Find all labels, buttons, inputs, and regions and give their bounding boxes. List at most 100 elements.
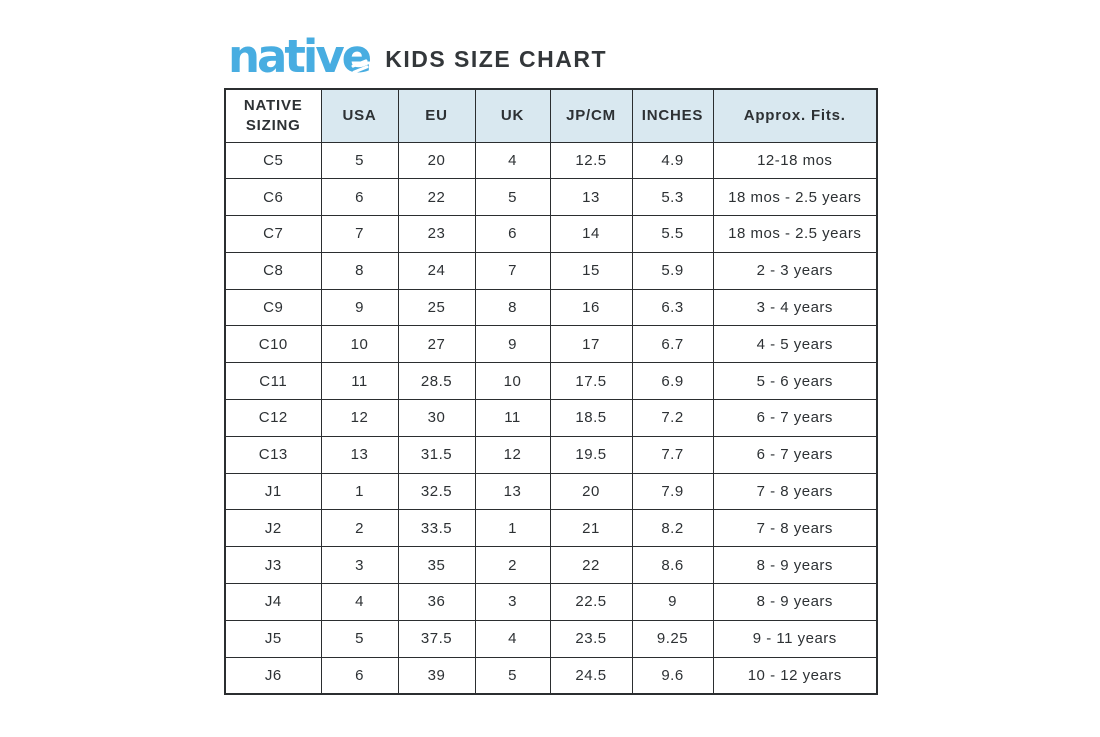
table-cell: 6.7 — [631, 325, 714, 364]
table-cell: 13 — [320, 435, 399, 474]
table-cell: J5 — [224, 619, 322, 658]
table-cell: 31.5 — [397, 435, 476, 474]
table-cell: 5 - 6 years — [712, 362, 878, 401]
table-cell: 12.5 — [549, 141, 633, 180]
column-header: Approx. Fits. — [712, 88, 878, 143]
table-cell: C12 — [224, 399, 322, 437]
column-header: EU — [397, 88, 476, 143]
table-cell: 25 — [397, 288, 476, 327]
table-cell: 6.9 — [631, 362, 714, 401]
table-row: J1 1 32.5 13 20 7.9 7 - 8 years — [224, 472, 878, 511]
table-cell: 18 mos - 2.5 years — [712, 215, 878, 253]
size-chart-table: NATIVE SIZING USA EU UK JP/CM INCHES Approx. F… — [224, 88, 878, 695]
table-cell: 5.9 — [631, 251, 714, 290]
table-cell: 8 - 9 years — [712, 546, 878, 585]
table-cell: 30 — [397, 399, 476, 437]
table-row: C9 9 25 8 16 6.3 3 - 4 years — [224, 288, 878, 327]
table-cell: 9 — [320, 288, 399, 327]
table-cell: 9 - 11 years — [712, 619, 878, 658]
table-cell: 35 — [397, 546, 476, 585]
native-logo: native — [228, 34, 372, 80]
table-cell: 11 — [320, 362, 399, 401]
table-row: J5 5 37.5 4 23.5 9.25 9 - 11 years — [224, 619, 878, 658]
table-cell: J1 — [224, 472, 322, 511]
table-row: J3 3 35 2 22 8.6 8 - 9 years — [224, 546, 878, 585]
table-cell: 14 — [549, 215, 633, 253]
table-cell: 12-18 mos — [712, 141, 878, 180]
column-header: JP/CM — [549, 88, 633, 143]
table-cell: 9 — [631, 583, 714, 621]
table-cell: 13 — [549, 178, 633, 217]
table-cell: 23 — [397, 215, 476, 253]
table-cell: 24 — [397, 251, 476, 290]
table-cell: 9.6 — [631, 656, 714, 695]
table-cell: 4 - 5 years — [712, 325, 878, 364]
table-cell: 9.25 — [631, 619, 714, 658]
table-cell: 33.5 — [397, 509, 476, 548]
table-cell: 2 — [474, 546, 551, 585]
table-cell: 8.6 — [631, 546, 714, 585]
table-cell: 8 - 9 years — [712, 583, 878, 621]
table-cell: 21 — [549, 509, 633, 548]
table-cell: 6 — [320, 178, 399, 217]
table-cell: 4 — [474, 141, 551, 180]
table-cell: 7 — [474, 251, 551, 290]
table-cell: C7 — [224, 215, 322, 253]
table-cell: J2 — [224, 509, 322, 548]
table-cell: J4 — [224, 583, 322, 621]
table-cell: 19.5 — [549, 435, 633, 474]
table-cell: 39 — [397, 656, 476, 695]
table-row: C11 11 28.5 10 17.5 6.9 5 - 6 years — [224, 362, 878, 401]
table-cell: 15 — [549, 251, 633, 290]
table-cell: 5 — [320, 619, 399, 658]
table-cell: 10 - 12 years — [712, 656, 878, 695]
table-row: C12 12 30 11 18.5 7.2 6 - 7 years — [224, 399, 878, 437]
table-cell: 17 — [549, 325, 633, 364]
native-logo-text: native — [228, 30, 372, 83]
table-cell: 32.5 — [397, 472, 476, 511]
column-header: INCHES — [631, 88, 714, 143]
table-row: J2 2 33.5 1 21 8.2 7 - 8 years — [224, 509, 878, 548]
table-cell: 5 — [474, 656, 551, 695]
table-cell: C8 — [224, 251, 322, 290]
table-cell: 2 — [320, 509, 399, 548]
column-header: UK — [474, 88, 551, 143]
table-cell: 3 — [320, 546, 399, 585]
size-chart-body: C5 5 20 4 12.5 4.9 12-18 mos C6 6 22 5 13 5.3 18 mos … — [224, 141, 878, 695]
table-cell: 6 - 7 years — [712, 435, 878, 474]
table-cell: C13 — [224, 435, 322, 474]
table-row: C7 7 23 6 14 5.5 18 mos - 2.5 years — [224, 215, 878, 253]
table-cell: 8.2 — [631, 509, 714, 548]
table-cell: 4 — [474, 619, 551, 658]
table-cell: 5.5 — [631, 215, 714, 253]
table-cell: 28.5 — [397, 362, 476, 401]
table-cell: 7 — [320, 215, 399, 253]
table-cell: 3 - 4 years — [712, 288, 878, 327]
table-cell: C5 — [224, 141, 322, 180]
table-cell: 10 — [320, 325, 399, 364]
table-cell: 8 — [320, 251, 399, 290]
table-cell: 10 — [474, 362, 551, 401]
table-row: C8 8 24 7 15 5.9 2 - 3 years — [224, 251, 878, 290]
table-cell: 17.5 — [549, 362, 633, 401]
table-cell: 5.3 — [631, 178, 714, 217]
table-cell: 20 — [549, 472, 633, 511]
table-cell: 1 — [320, 472, 399, 511]
table-cell: 7.7 — [631, 435, 714, 474]
table-cell: 5 — [474, 178, 551, 217]
table-cell: 4 — [320, 583, 399, 621]
table-cell: 8 — [474, 288, 551, 327]
table-cell: C9 — [224, 288, 322, 327]
table-cell: 7.9 — [631, 472, 714, 511]
table-cell: 22 — [397, 178, 476, 217]
table-cell: J3 — [224, 546, 322, 585]
table-cell: 6.3 — [631, 288, 714, 327]
table-cell: 13 — [474, 472, 551, 511]
table-cell: 16 — [549, 288, 633, 327]
table-cell: 20 — [397, 141, 476, 180]
table-cell: 22.5 — [549, 583, 633, 621]
table-cell: 7 - 8 years — [712, 509, 878, 548]
table-row: J4 4 36 3 22.5 9 8 - 9 years — [224, 583, 878, 621]
table-cell: 6 — [474, 215, 551, 253]
